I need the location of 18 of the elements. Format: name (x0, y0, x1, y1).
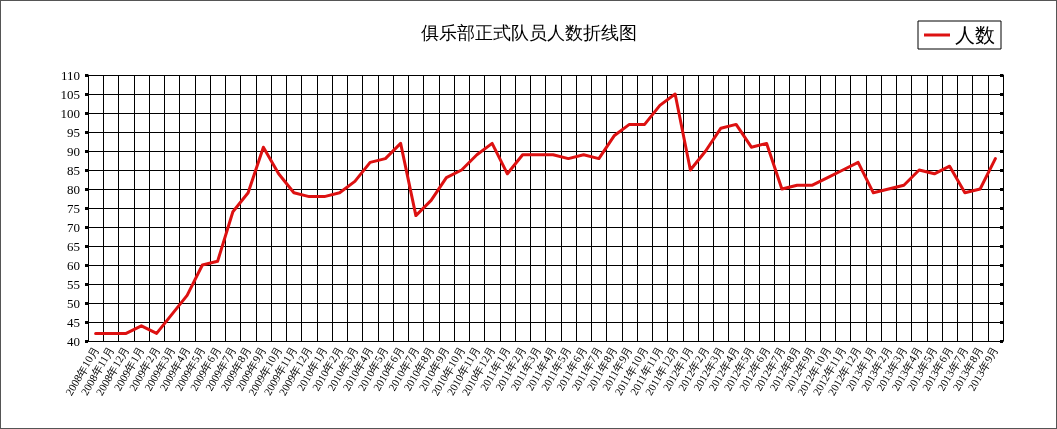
legend-label: 人数 (955, 24, 995, 46)
chart-title: 俱乐部正式队员人数折线图 (420, 23, 637, 43)
y-tick-label: 65 (67, 238, 80, 254)
y-tick-label: 60 (67, 257, 80, 273)
y-tick-label: 95 (67, 124, 80, 140)
y-tick-label: 45 (67, 314, 80, 330)
y-tick-label: 105 (60, 86, 80, 102)
y-tick-label: 110 (60, 67, 80, 83)
y-tick-label: 40 (67, 333, 80, 349)
y-tick-label: 55 (67, 276, 80, 292)
y-tick-label: 80 (67, 181, 80, 197)
y-tick-label: 90 (67, 143, 80, 159)
line-series (94, 92, 997, 335)
y-tick-label: 75 (67, 200, 80, 216)
y-tick-label: 70 (67, 219, 80, 235)
y-tick-label: 85 (67, 162, 80, 178)
y-tick-label: 50 (67, 295, 80, 311)
y-tick-label: 100 (60, 105, 80, 121)
